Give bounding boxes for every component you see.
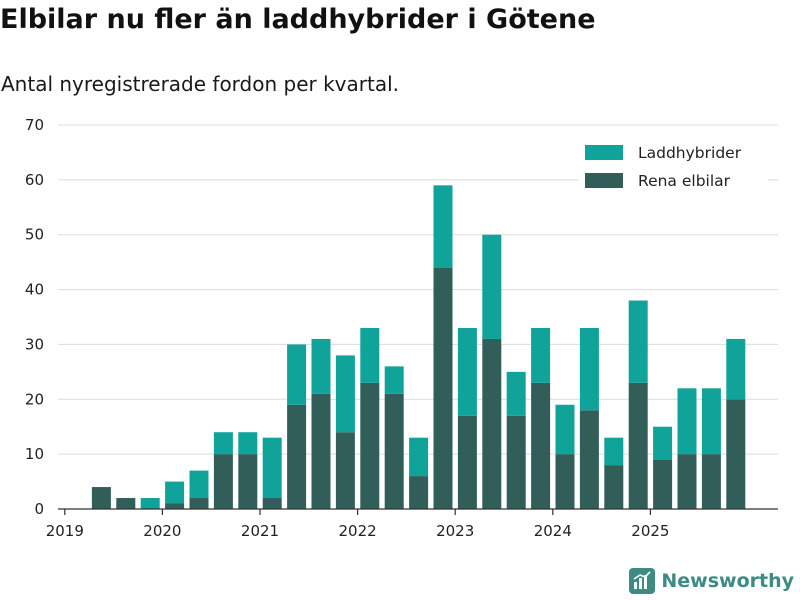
bar-electric-5 (189, 498, 209, 509)
legend-label-hybrid: Laddhybrider (638, 144, 742, 162)
bar-electric-8 (262, 498, 282, 509)
bar-hybrid-22 (604, 437, 624, 466)
bar-electric-7 (238, 454, 258, 509)
bar-hybrid-17 (482, 234, 502, 339)
bar-hybrid-10 (311, 338, 331, 394)
bar-hybrid-23 (628, 300, 648, 383)
x-tick-label: 2021 (241, 522, 279, 540)
bar-electric-10 (311, 393, 331, 509)
bar-hybrid-7 (238, 432, 258, 455)
bar-electric-14 (409, 476, 429, 509)
bar-electric-11 (335, 432, 355, 509)
brand-name: Newsworthy (661, 570, 794, 592)
bar-electric-26 (701, 454, 721, 509)
bar-hybrid-9 (287, 344, 307, 405)
x-tick-label: 2023 (436, 522, 474, 540)
bar-hybrid-12 (360, 327, 380, 383)
legend-swatch-hybrid (585, 145, 623, 160)
bar-electric-15 (433, 267, 453, 509)
bar-hybrid-14 (409, 437, 429, 477)
bar-hybrid-21 (579, 327, 599, 411)
bar-electric-21 (579, 410, 599, 509)
legend-swatch-electric (585, 173, 623, 188)
bar-electric-18 (506, 415, 526, 509)
y-tick-label: 40 (25, 281, 44, 299)
bar-hybrid-5 (189, 470, 209, 499)
bar-electric-2 (116, 498, 136, 509)
bar-hybrid-6 (213, 432, 233, 455)
y-tick-label: 10 (25, 445, 44, 463)
bar-hybrid-20 (555, 404, 575, 455)
x-tick-label: 2025 (631, 522, 669, 540)
y-axis-labels: 0 10 20 30 40 50 60 70 (25, 116, 44, 518)
bar-electric-23 (628, 382, 648, 509)
legend-label-electric: Rena elbilar (638, 172, 731, 190)
bar-electric-16 (457, 415, 477, 509)
x-tick-label: 2024 (534, 522, 572, 540)
bar-electric-4 (165, 503, 185, 509)
bar-electric-25 (677, 454, 697, 509)
newsworthy-logo-icon (629, 568, 656, 594)
bar-electric-17 (482, 338, 502, 509)
x-tick-label: 2019 (46, 522, 84, 540)
bar-hybrid-4 (165, 481, 185, 504)
y-tick-label: 20 (25, 390, 44, 408)
x-axis: 2019 2020 2021 2022 2023 2024 2025 (46, 508, 778, 540)
chart-subtitle: Antal nyregistrerade fordon per kvartal. (1, 72, 400, 96)
brand-logo: Newsworthy (629, 568, 794, 594)
bar-hybrid-26 (701, 388, 721, 455)
y-tick-label: 30 (25, 335, 44, 353)
bar-electric-1 (91, 487, 111, 509)
y-tick-label: 60 (25, 171, 44, 189)
bar-electric-20 (555, 454, 575, 509)
bar-hybrid-13 (384, 366, 404, 394)
x-tick-label: 2022 (339, 522, 377, 540)
y-tick-label: 70 (25, 116, 44, 134)
bars (91, 185, 746, 509)
bar-electric-9 (287, 404, 307, 509)
bar-hybrid-19 (531, 327, 551, 383)
bar-hybrid-15 (433, 185, 453, 268)
y-tick-label: 50 (25, 226, 44, 244)
y-tick-label: 0 (34, 500, 44, 518)
bar-electric-13 (384, 393, 404, 509)
bar-hybrid-3 (140, 498, 160, 509)
bar-hybrid-18 (506, 371, 526, 416)
x-tick-label: 2020 (143, 522, 181, 540)
bar-hybrid-27 (726, 338, 746, 400)
bar-hybrid-24 (653, 426, 673, 460)
bar-hybrid-8 (262, 437, 282, 499)
bar-hybrid-16 (457, 327, 477, 416)
bar-hybrid-25 (677, 388, 697, 455)
bar-electric-12 (360, 382, 380, 509)
legend: Laddhybrider Rena elbilar (578, 139, 768, 199)
bar-hybrid-11 (335, 355, 355, 433)
bar-electric-24 (653, 459, 673, 509)
chart-title: Elbilar nu fler än laddhybrider i Götene (0, 4, 596, 35)
bar-electric-19 (531, 382, 551, 509)
bar-electric-6 (213, 454, 233, 509)
bar-electric-22 (604, 465, 624, 509)
bar-electric-27 (726, 399, 746, 509)
